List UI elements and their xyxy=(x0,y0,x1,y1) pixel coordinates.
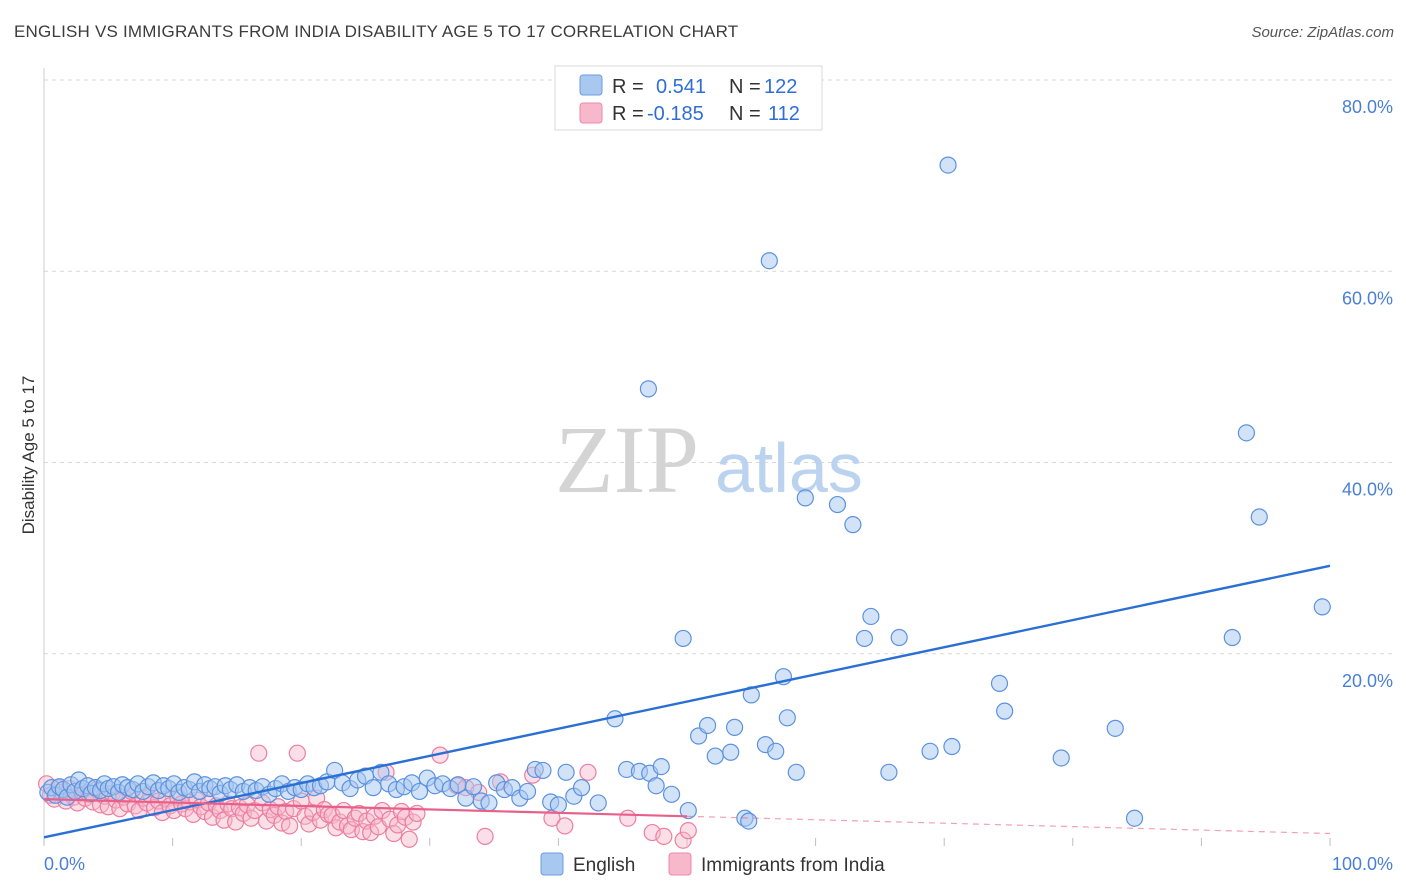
legend-english-n-value: 122 xyxy=(764,76,797,98)
legend-india-r-label: R = xyxy=(612,103,644,125)
watermark: ZIP atlas xyxy=(555,406,863,513)
india-point xyxy=(385,824,403,843)
english-point xyxy=(996,702,1014,720)
india-point xyxy=(281,817,299,835)
english-point xyxy=(1052,749,1070,767)
english-point xyxy=(557,763,575,781)
english-point xyxy=(725,718,744,736)
y-tick-label: 80.0% xyxy=(1342,97,1393,117)
india-point xyxy=(619,809,637,827)
india-point xyxy=(400,830,418,848)
india-point xyxy=(679,822,697,840)
correlation-legend: R = 0.541 N = 122 R = -0.185 N = 112 xyxy=(554,65,823,131)
india-point xyxy=(579,763,597,781)
india-point xyxy=(556,817,574,835)
english-point xyxy=(862,607,880,626)
english-point xyxy=(674,629,692,648)
source-label: Source: ZipAtlas.com xyxy=(1251,24,1394,41)
english-point xyxy=(698,716,717,735)
legend-india-n-value: 112 xyxy=(768,103,800,125)
english-point xyxy=(549,796,568,814)
legend-english-r-value: 0.541 xyxy=(656,76,706,98)
legend-india-n-label: N = xyxy=(729,103,761,125)
english-points xyxy=(39,156,1331,830)
english-point xyxy=(778,709,796,727)
english-point xyxy=(990,674,1009,692)
english-point xyxy=(410,782,429,801)
india-trend-line xyxy=(43,798,688,818)
english-point xyxy=(639,380,658,398)
english-point xyxy=(1313,598,1331,616)
series-legend: English Immigrants from India xyxy=(540,852,885,876)
india-point xyxy=(288,744,306,762)
english-point xyxy=(760,252,778,270)
chart-title: ENGLISH VS IMMIGRANTS FROM INDIA DISABIL… xyxy=(14,22,739,41)
english-point xyxy=(722,743,740,761)
english-point xyxy=(1223,628,1241,647)
english-trend-line xyxy=(43,564,1331,839)
english-point xyxy=(480,794,498,812)
bottom-legend-india-swatch xyxy=(668,852,692,876)
grid-layer xyxy=(44,79,1393,655)
y-axis-label: Disability Age 5 to 17 xyxy=(19,376,38,535)
y-tick-label: 20.0% xyxy=(1342,671,1393,691)
english-point xyxy=(1106,719,1124,737)
india-point xyxy=(250,744,268,762)
legend-english-n-label: N = xyxy=(729,76,761,98)
x-tick-label: 0.0% xyxy=(44,854,85,874)
english-point xyxy=(939,156,957,174)
legend-india-swatch xyxy=(579,102,603,124)
legend-english-r-label: R = xyxy=(612,76,644,98)
watermark-atlas: atlas xyxy=(715,429,863,507)
english-point xyxy=(464,778,483,796)
bottom-legend-india-label: Immigrants from India xyxy=(701,855,885,876)
english-point xyxy=(767,742,785,760)
english-point xyxy=(662,785,681,803)
english-point xyxy=(828,495,847,514)
english-point xyxy=(1237,424,1256,442)
bottom-legend-english-label: English xyxy=(573,855,635,876)
english-point xyxy=(890,628,908,647)
legend-english-swatch xyxy=(579,74,603,96)
english-point xyxy=(534,761,552,780)
india-point xyxy=(404,813,422,831)
english-point xyxy=(943,737,961,756)
english-point xyxy=(364,779,382,797)
bottom-legend-english-swatch xyxy=(540,852,564,876)
english-point xyxy=(921,742,939,760)
english-point xyxy=(787,763,805,781)
english-point xyxy=(880,763,898,781)
axes-layer: 20.0% 40.0% 60.0% 80.0% 0.0% 100.0% xyxy=(43,68,1393,874)
english-point xyxy=(518,782,537,801)
english-point xyxy=(589,794,607,812)
english-point xyxy=(679,801,697,820)
india-trend-extension xyxy=(686,815,1331,835)
english-point xyxy=(647,777,665,795)
watermark-zip: ZIP xyxy=(555,406,699,513)
x-tick-label: 100.0% xyxy=(1332,854,1393,874)
india-point xyxy=(476,827,494,845)
y-tick-label: 60.0% xyxy=(1342,288,1393,308)
english-point xyxy=(844,516,862,534)
india-point xyxy=(674,831,692,849)
english-point xyxy=(572,779,591,797)
english-point xyxy=(706,747,724,765)
english-point xyxy=(740,812,758,830)
english-point xyxy=(855,629,874,648)
english-point xyxy=(1250,508,1268,526)
trend-layer xyxy=(43,564,1331,839)
english-point xyxy=(652,757,670,776)
india-point xyxy=(655,827,673,845)
english-point xyxy=(796,489,814,507)
english-point xyxy=(1125,809,1144,827)
legend-india-r-value: -0.185 xyxy=(647,103,704,125)
y-tick-label: 40.0% xyxy=(1342,480,1393,500)
